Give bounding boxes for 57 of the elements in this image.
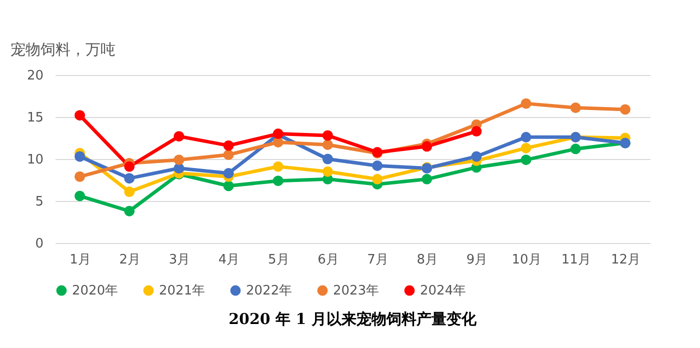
point xyxy=(471,126,482,137)
x-tick-label: 1月 xyxy=(70,252,91,268)
point xyxy=(520,98,532,109)
legend-label: 2022年 xyxy=(246,284,292,299)
x-tick-label: 12月 xyxy=(610,252,640,268)
y-tick-label: 15 xyxy=(26,110,44,126)
point xyxy=(620,104,630,115)
x-tick-label: 11月 xyxy=(561,252,591,268)
x-tick-label: 6月 xyxy=(318,252,339,268)
point xyxy=(174,154,184,166)
point xyxy=(74,151,86,162)
point xyxy=(223,150,234,160)
point xyxy=(124,206,135,216)
x-tick-label: 8月 xyxy=(416,252,438,268)
text: 2020 年 1 月以来宠物饲料产量变化 xyxy=(228,310,478,328)
y-tick-label: 20 xyxy=(26,68,44,84)
point xyxy=(322,130,333,141)
y-tick-label: 5 xyxy=(35,194,44,210)
legend-label: 2020年 xyxy=(72,284,118,299)
point xyxy=(520,142,532,154)
x-tick-label: 2月 xyxy=(119,252,141,268)
x-tick-label: 5月 xyxy=(268,252,290,268)
point xyxy=(124,173,135,184)
y-tick-label: 10 xyxy=(26,152,44,168)
point xyxy=(223,140,234,151)
point xyxy=(520,154,532,166)
point xyxy=(322,139,333,150)
point xyxy=(322,166,333,177)
legend-label: 2023年 xyxy=(333,284,380,299)
point xyxy=(174,131,184,142)
point xyxy=(570,102,581,113)
x-tick-label: 10月 xyxy=(512,252,542,268)
point xyxy=(471,151,482,162)
point xyxy=(372,174,383,184)
point xyxy=(74,171,86,182)
x-tick-label: 3月 xyxy=(168,252,190,268)
point xyxy=(223,168,234,179)
x-tick-label: 4月 xyxy=(218,252,240,268)
point xyxy=(422,174,432,184)
point xyxy=(520,132,532,142)
point xyxy=(74,190,86,202)
y-tick-label: 0 xyxy=(35,236,44,252)
point xyxy=(124,186,135,197)
point xyxy=(272,176,284,186)
point xyxy=(74,110,86,121)
point xyxy=(372,160,383,171)
y-axis-title: 宠物饲料，万吨 xyxy=(10,40,116,58)
x-tick-label: 7月 xyxy=(367,252,388,268)
legend-label: 2024年 xyxy=(420,284,466,299)
point xyxy=(272,161,284,172)
point xyxy=(223,180,234,192)
point xyxy=(124,161,135,172)
legend-label: 2021年 xyxy=(159,284,206,299)
point xyxy=(322,154,333,164)
point xyxy=(570,144,581,154)
point xyxy=(422,141,432,152)
x-tick-label: 9月 xyxy=(466,252,488,268)
